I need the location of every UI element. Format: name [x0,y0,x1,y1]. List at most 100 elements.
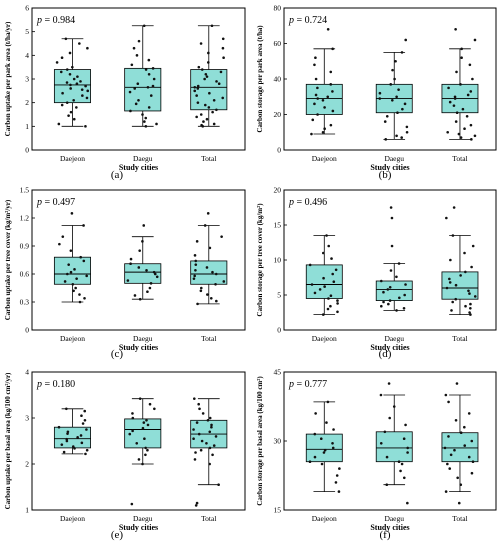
data-point [194,259,198,263]
x-tick-label: Total [452,154,467,163]
y-axis-title: Carbon storage per tree cover (kg/m²) [256,203,264,317]
data-point [402,307,406,310]
data-point [148,402,152,406]
data-point [195,115,198,119]
data-point [149,94,153,97]
iqr-box [124,263,162,284]
data-point [389,83,393,86]
y-tick-label: 0 [25,146,29,155]
data-point [308,263,312,267]
iqr-box [441,432,479,463]
data-point [330,257,333,260]
data-point [65,437,69,441]
p-value-number: 0.496 [305,197,328,208]
data-point [469,90,473,93]
data-point [402,437,406,441]
data-point [326,307,330,311]
data-point [73,268,76,271]
data-point [331,109,335,113]
data-point [391,68,394,72]
data-point [221,37,225,41]
data-point [453,95,457,99]
data-point [195,240,199,243]
data-point [329,83,333,86]
data-point [313,63,316,67]
data-point [336,299,339,302]
data-point [310,132,313,136]
p-value-number: 0.180 [53,379,76,390]
y-tick-label: 10 [274,256,282,265]
data-point [455,382,459,385]
data-point [383,120,387,123]
data-point [83,419,87,422]
data-point [142,224,146,227]
data-point [142,421,146,424]
data-point [329,294,333,298]
data-point [208,430,212,434]
data-point [209,296,213,300]
data-point [128,432,132,436]
data-point [197,402,200,406]
data-point [466,93,470,97]
x-tick-label: Daegu [133,154,153,163]
data-point [146,448,149,452]
y-axis-title: Carbon storage per park area (t/ha) [256,25,264,133]
data-point [197,432,201,436]
data-point [196,101,200,104]
data-point [473,134,477,138]
panel-5: 1 2 3 4 Daejeon Daegu Total p = 0.180 Study citi… [4,368,246,541]
panel-1: 0 1 2 3 4 5 6 Daejeon Daegu Total p = 0.984 Study c… [4,4,246,181]
data-point [133,87,137,90]
data-point [206,419,210,422]
iqr-box [375,431,413,463]
data-point [323,448,327,452]
y-tick-label: 0 [277,146,281,155]
data-point [76,75,79,78]
data-point [388,299,392,302]
data-point [132,46,136,50]
data-point [463,425,466,429]
data-point [321,251,325,255]
x-tick-label: Total [452,514,467,523]
data-point [313,432,317,436]
data-point [406,451,409,454]
data-point [76,436,79,439]
data-point [196,87,200,90]
panel-label: (d) [379,348,392,360]
data-point [148,286,152,290]
data-point [69,110,73,114]
data-point [392,405,396,408]
data-point [214,282,217,286]
p-equals: = [42,197,53,208]
data-point [326,28,330,31]
x-axis-title: Study cities [370,163,409,172]
data-point [142,24,146,28]
box-daejeon [53,37,91,128]
data-point [447,86,450,90]
data-point [321,130,325,134]
data-point [395,275,398,279]
data-point [404,423,407,427]
data-point [391,99,394,102]
data-point [444,490,448,493]
data-point [200,439,204,443]
data-point [138,297,142,301]
y-tick-label: 4 [25,368,29,377]
data-point [67,263,70,266]
data-point [199,286,203,290]
data-point [63,280,67,283]
box-total [190,397,228,507]
data-point [73,447,76,450]
data-point [380,304,383,308]
box-daegu [375,38,413,141]
data-point [60,56,64,59]
data-point [205,442,208,445]
p-equals: = [294,15,305,26]
data-point [401,107,404,111]
iqr-box [124,67,162,112]
data-point [193,85,197,89]
plot-frame [31,189,246,331]
data-point [215,80,218,83]
data-point [197,65,201,69]
data-point [143,437,146,441]
